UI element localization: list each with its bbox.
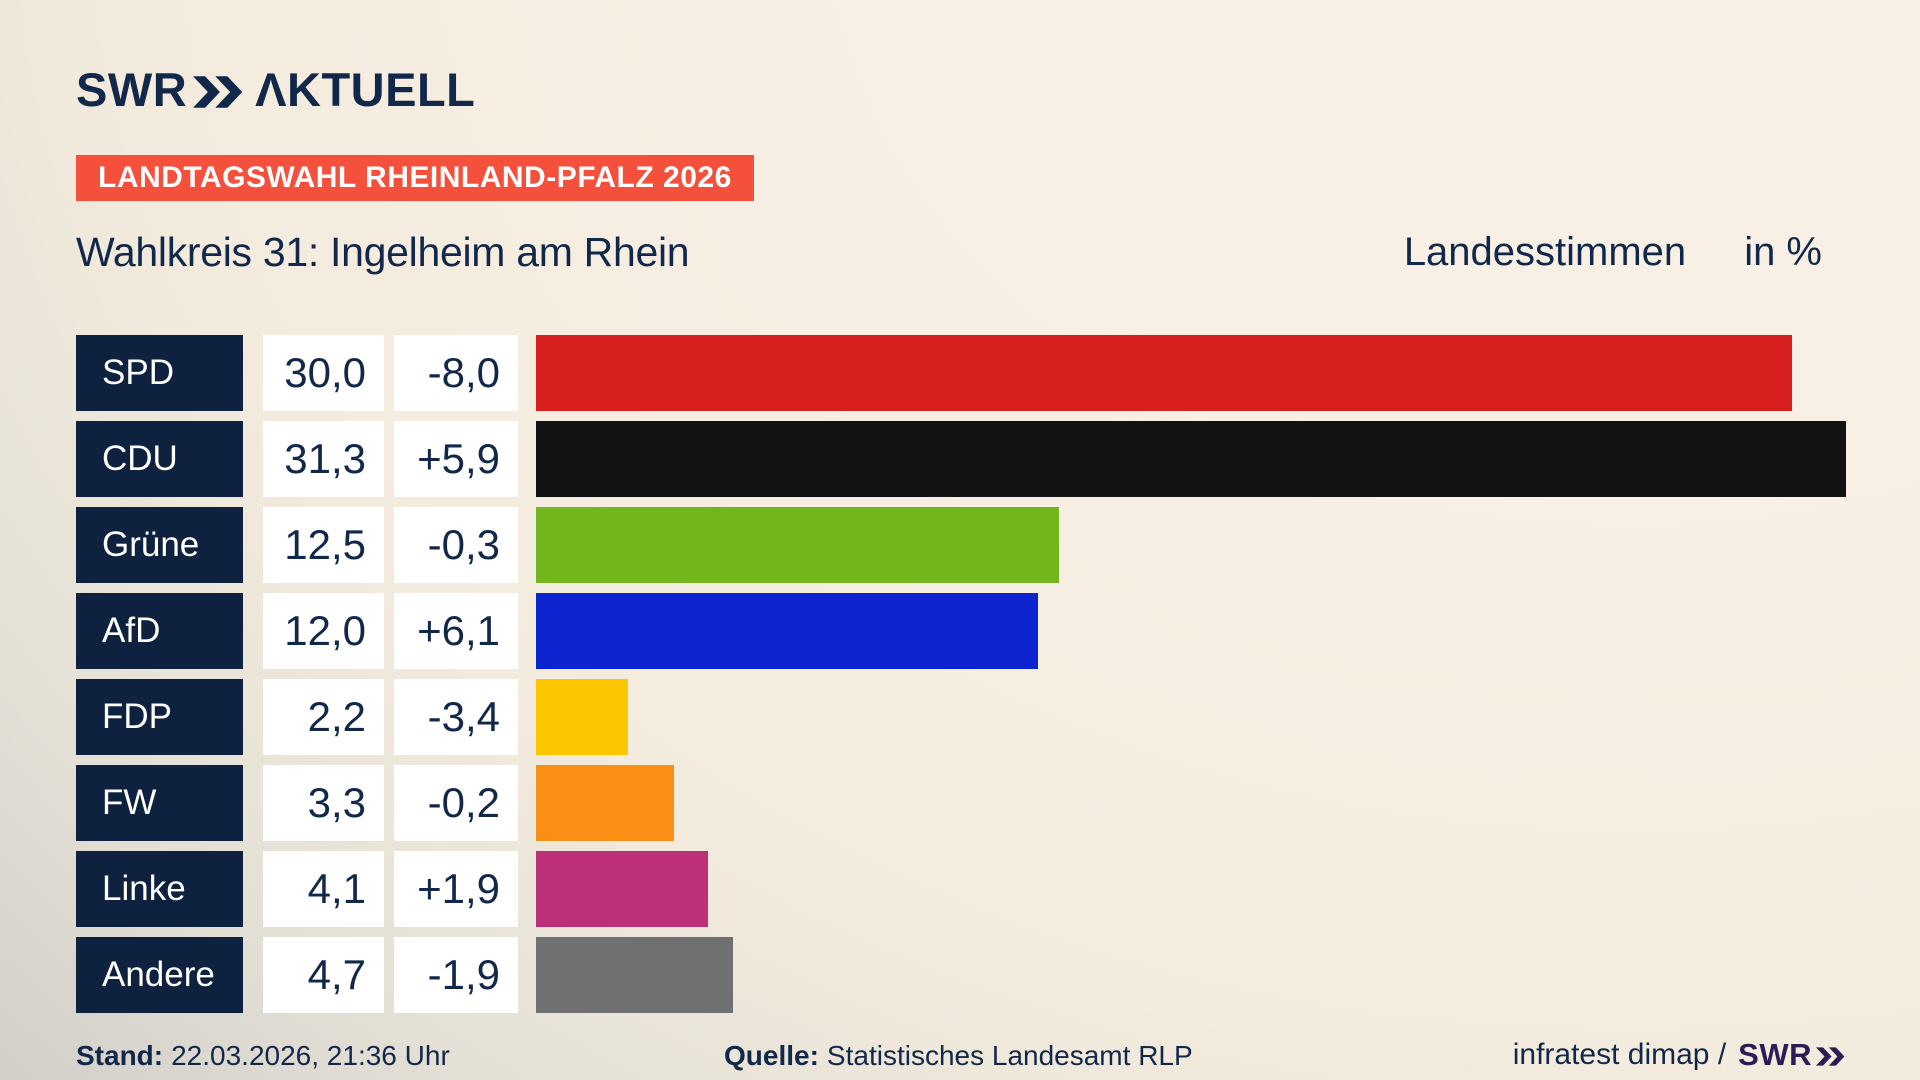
table-row: Andere 4,7 -1,9 (76, 937, 1846, 1013)
party-label-cell: FDP (76, 679, 243, 755)
party-name: Grüne (102, 525, 200, 564)
result-bar (536, 937, 733, 1013)
value-cell: 12,5 (263, 507, 384, 583)
value-cell: 4,1 (263, 851, 384, 927)
election-banner: LANDTAGSWAHL RHEINLAND-PFALZ 2026 (76, 155, 754, 201)
table-row: CDU 31,3 +5,9 (76, 421, 1846, 497)
value-text: 3,3 (307, 779, 366, 826)
value-cell: 3,3 (263, 765, 384, 841)
footer: Stand: 22.03.2026, 21:36 Uhr Quelle: Stati… (76, 1036, 1846, 1076)
bar-track (536, 937, 1846, 1013)
result-bar (536, 421, 1846, 497)
value-text: 12,5 (284, 521, 366, 568)
change-cell: +1,9 (394, 851, 518, 927)
party-name: SPD (102, 353, 174, 392)
bar-track (536, 851, 1846, 927)
party-label-cell: FW (76, 765, 243, 841)
change-cell: -3,4 (394, 679, 518, 755)
party-label-cell: CDU (76, 421, 243, 497)
party-name: Andere (102, 955, 215, 994)
swr-footer-logo-text: SWR (1738, 1037, 1812, 1072)
stand-timestamp: Stand: 22.03.2026, 21:36 Uhr (76, 1040, 450, 1072)
party-name: FW (102, 783, 157, 822)
result-bar (536, 335, 1792, 411)
bar-track (536, 507, 1846, 583)
stand-value: 22.03.2026, 21:36 Uhr (171, 1040, 450, 1071)
value-text: 31,3 (284, 435, 366, 482)
table-row: Grüne 12,5 -0,3 (76, 507, 1846, 583)
result-bar (536, 507, 1060, 583)
result-bar (536, 679, 629, 755)
source-note: Quelle: Statistisches Landesamt RLP (724, 1040, 1193, 1072)
swr-logo-text: SWR (76, 63, 188, 116)
change-text: +1,9 (417, 865, 500, 912)
change-cell: -0,2 (394, 765, 518, 841)
change-cell: +6,1 (394, 593, 518, 669)
source-label: Quelle: (724, 1040, 819, 1071)
change-text: -3,4 (427, 693, 500, 740)
title-row: Wahlkreis 31: Ingelheim am Rhein Landess… (76, 222, 1846, 282)
value-text: 2,2 (307, 693, 366, 740)
swr-footer-logo: SWR (1738, 1036, 1846, 1074)
double-chevron-icon (1816, 1038, 1846, 1074)
value-cell: 12,0 (263, 593, 384, 669)
stand-label: Stand: (76, 1040, 164, 1071)
change-cell: -8,0 (394, 335, 518, 411)
value-text: 4,7 (307, 951, 366, 998)
source-value: Statistisches Landesamt RLP (826, 1040, 1193, 1071)
aktuell-logo-text: ΛKTUELL (255, 63, 476, 116)
page-title: Wahlkreis 31: Ingelheim am Rhein (76, 228, 690, 275)
change-cell: +5,9 (394, 421, 518, 497)
subtitle-unit: in % (1744, 229, 1822, 274)
subtitle-group: Landesstimmen in % (1404, 230, 1846, 275)
credit-note: infratest dimap / SWR (1513, 1036, 1846, 1074)
change-cell: -1,9 (394, 937, 518, 1013)
value-text: 12,0 (284, 607, 366, 654)
party-label-cell: AfD (76, 593, 243, 669)
bar-track (536, 593, 1846, 669)
value-cell: 31,3 (263, 421, 384, 497)
bar-track (536, 679, 1846, 755)
party-name: FDP (102, 697, 172, 736)
swr-aktuell-logo: SWR ΛKTUELL (76, 60, 475, 119)
value-text: 30,0 (284, 349, 366, 396)
results-bar-chart: SPD 30,0 -8,0 CDU 31,3 +5,9 Grüne 12,5 (76, 335, 1846, 1013)
bar-track (536, 765, 1846, 841)
change-text: -0,2 (427, 779, 500, 826)
result-bar (536, 851, 708, 927)
table-row: FW 3,3 -0,2 (76, 765, 1846, 841)
table-row: FDP 2,2 -3,4 (76, 679, 1846, 755)
value-cell: 30,0 (263, 335, 384, 411)
bar-track (536, 421, 1846, 497)
subtitle-votes-type: Landesstimmen (1403, 229, 1687, 274)
result-bar (536, 765, 675, 841)
result-bar (536, 593, 1039, 669)
value-cell: 4,7 (263, 937, 384, 1013)
party-label-cell: Andere (76, 937, 243, 1013)
table-row: SPD 30,0 -8,0 (76, 335, 1846, 411)
double-chevron-icon (193, 64, 245, 119)
credit-text: infratest dimap / (1512, 1038, 1727, 1071)
change-cell: -0,3 (394, 507, 518, 583)
table-row: Linke 4,1 +1,9 (76, 851, 1846, 927)
party-label-cell: Linke (76, 851, 243, 927)
party-name: Linke (102, 869, 186, 908)
change-text: +6,1 (417, 607, 500, 654)
change-text: -1,9 (427, 951, 500, 998)
value-cell: 2,2 (263, 679, 384, 755)
change-text: -0,3 (427, 521, 500, 568)
party-label-cell: SPD (76, 335, 243, 411)
change-text: +5,9 (417, 435, 500, 482)
value-text: 4,1 (307, 865, 366, 912)
change-text: -8,0 (427, 349, 500, 396)
bar-track (536, 335, 1846, 411)
table-row: AfD 12,0 +6,1 (76, 593, 1846, 669)
party-label-cell: Grüne (76, 507, 243, 583)
party-name: CDU (102, 439, 178, 478)
party-name: AfD (102, 611, 161, 650)
